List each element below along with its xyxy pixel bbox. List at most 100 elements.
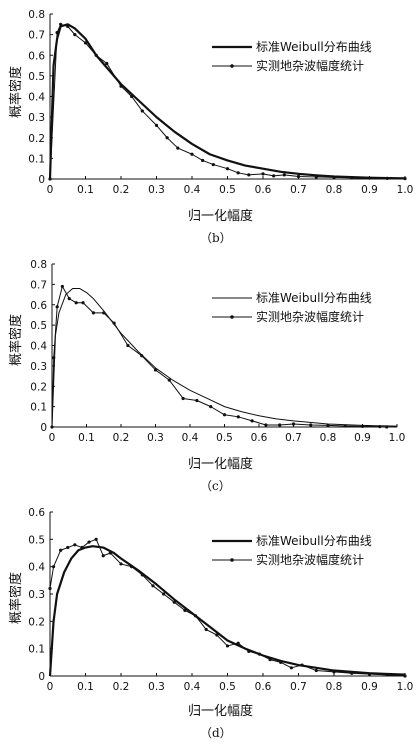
y-tick-label: 0.2: [30, 381, 47, 393]
x-tick-label: 1.0: [389, 432, 406, 444]
x-tick-label: 0.3: [148, 681, 165, 693]
measured-point: [211, 162, 215, 167]
x-tick-label: 1.0: [397, 184, 414, 196]
x-tick-label: 0.5: [216, 432, 233, 444]
chart-panel-c: 0 0.1 0.2 0.3 0.4 0.5 0.6 0.7 0.8 0.9 1.0 0 0.1 0.2 0.…: [0, 248, 420, 496]
measured-point: [225, 167, 230, 171]
x-axis-label: 归一化幅度: [188, 209, 254, 224]
measured-point: [140, 354, 144, 358]
measured-point: [153, 368, 158, 372]
measured-point: [91, 311, 95, 315]
measured-point: [215, 633, 219, 637]
legend-label: 实测地杂波幅度统计: [256, 552, 364, 567]
measured-point: [204, 627, 208, 632]
measured-point: [55, 30, 59, 35]
x-tick-label: 0.5: [219, 681, 236, 693]
measured-point: [108, 551, 112, 555]
measured-point: [119, 562, 123, 566]
x-tick-label: 0.5: [219, 184, 236, 196]
x-tick-label: 0.1: [77, 681, 94, 693]
y-tick-label: 0.3: [28, 589, 45, 601]
measured-point: [300, 663, 304, 667]
x-tick-label: 0.4: [184, 184, 201, 196]
chart-svg-b: 0 0.1 0.2 0.3 0.4 0.5 0.6 0.7 0.8 0.9 1.0 0 0.1 0.2 0.…: [28, 9, 414, 196]
measured-point: [66, 545, 70, 550]
measured-curve: [49, 538, 406, 677]
y-tick-label: 0.1: [28, 644, 45, 656]
x-tick-label: 0.6: [255, 184, 272, 196]
measured-point: [73, 543, 77, 547]
chart-panel-b: 0 0.1 0.2 0.3 0.4 0.5 0.6 0.7 0.8 0.9 1.0 0 0.1 0.2 0.…: [0, 0, 420, 248]
measured-point: [403, 674, 407, 678]
measured-point: [66, 24, 70, 28]
y-tick-label: 0.4: [28, 562, 45, 574]
panel-caption: （c）: [200, 479, 231, 493]
measured-point: [140, 109, 144, 113]
measured-point: [236, 415, 240, 419]
x-tick-label: 0.8: [326, 184, 343, 196]
measured-point: [162, 592, 166, 596]
measured-point: [130, 565, 134, 569]
measured-point: [190, 152, 194, 156]
x-tick-label: 0.7: [290, 184, 307, 196]
measured-point: [165, 136, 169, 140]
measured-point: [282, 173, 286, 177]
measured-point: [51, 565, 56, 569]
x-tick-label: 0.9: [361, 681, 378, 693]
legend-marker: [230, 315, 234, 319]
measured-point: [247, 173, 251, 177]
x-tick-label: 0.7: [285, 432, 302, 444]
measured-point: [385, 425, 389, 429]
x-axis-label: 归一化幅度: [188, 457, 254, 472]
y-tick-label: 0.3: [30, 361, 47, 373]
y-tick-label: 0.7: [30, 279, 47, 291]
measured-point: [167, 378, 171, 382]
measured-point: [193, 614, 198, 618]
x-tick-label: 0.8: [326, 681, 343, 693]
x-tick-label: 0.1: [77, 184, 94, 196]
measured-point: [272, 174, 276, 178]
measured-point: [268, 658, 272, 662]
x-tick-label: 0.6: [251, 432, 268, 444]
y-tick-label: 0.4: [28, 92, 45, 104]
measured-point: [289, 666, 293, 670]
measured-point: [101, 554, 105, 558]
y-tick-label: 0.6: [28, 50, 45, 62]
y-tick-label: 0.1: [30, 402, 47, 414]
y-tick-label: 0.5: [28, 534, 45, 546]
measured-point: [181, 396, 185, 401]
x-tick-label: 1.0: [397, 681, 414, 693]
legend-label: 标准Weibull分布曲线: [256, 40, 372, 54]
weibull-curve: [48, 23, 406, 180]
measured-point: [59, 22, 63, 26]
measured-point: [60, 284, 64, 289]
chart-svg-c: 0 0.1 0.2 0.3 0.4 0.5 0.6 0.7 0.8 0.9 1.0 0 0.1 0.2 0.…: [30, 259, 406, 444]
measured-point: [48, 177, 52, 181]
measured-point: [367, 672, 372, 676]
y-axis-label: 概率密度: [9, 65, 24, 118]
y-tick-label: 0.7: [28, 30, 45, 42]
measured-point: [52, 356, 56, 360]
legend-label: 实测地杂波幅度统计: [256, 309, 364, 324]
measured-point: [326, 423, 330, 427]
x-tick-label: 0.9: [354, 432, 371, 444]
measured-point: [67, 297, 71, 301]
measured-point: [385, 176, 389, 180]
x-tick-label: 0.3: [148, 184, 165, 196]
measured-point: [236, 641, 240, 645]
y-tick-label: 0.6: [28, 507, 45, 519]
measured-curve: [49, 23, 406, 180]
x-tick-label: 0.2: [113, 681, 130, 693]
x-tick-label: 0: [49, 432, 56, 444]
measured-point: [112, 321, 116, 325]
measured-point: [350, 176, 354, 180]
measured-point: [332, 175, 336, 179]
measured-point: [50, 425, 54, 429]
measured-point: [403, 176, 407, 181]
x-axis-label: 归一化幅度: [188, 704, 254, 719]
measured-point: [119, 84, 123, 88]
y-tick-label: 0.8: [30, 259, 47, 271]
measured-point: [385, 673, 389, 677]
measured-point: [102, 311, 106, 315]
measured-point: [87, 540, 91, 544]
